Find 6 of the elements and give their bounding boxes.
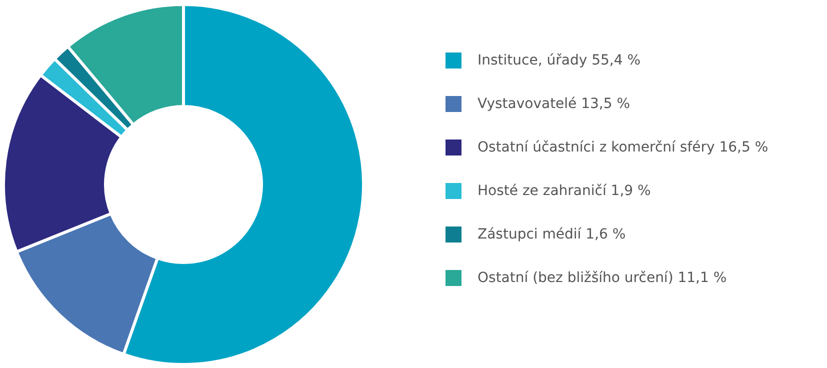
legend-label: Vystavovatelé 13,5 % (478, 96, 630, 112)
legend-label: Zástupci médií 1,6 % (478, 226, 626, 242)
legend-label: Instituce, úřady 55,4 % (478, 52, 641, 68)
legend-label: Ostatní účastníci z komerční sféry 16,5 % (478, 140, 768, 156)
legend-label: Ostatní (bez bližšího určení) 11,1 % (478, 270, 727, 286)
legend-label: Hosté ze zahraničí 1,9 % (478, 183, 651, 199)
